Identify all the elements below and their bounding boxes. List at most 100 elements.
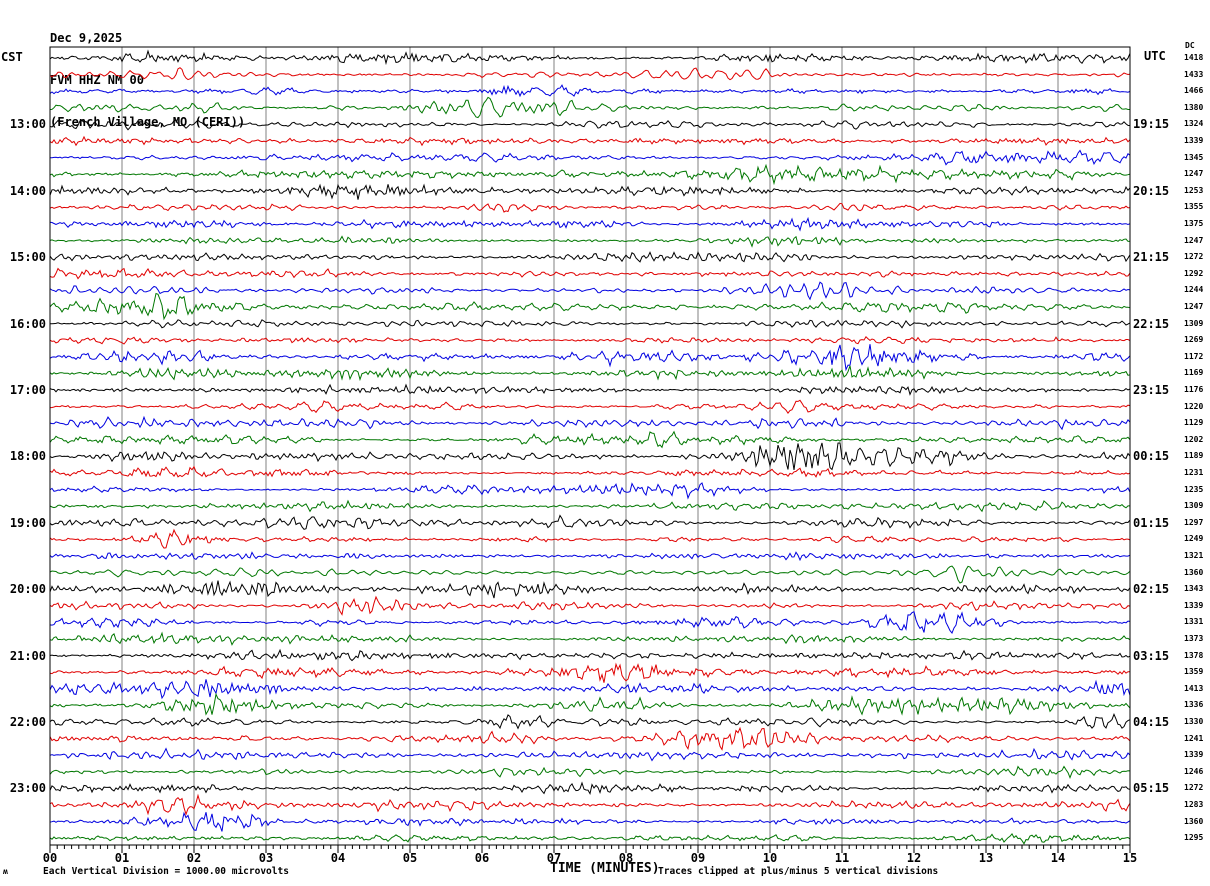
plot-border	[49, 46, 1131, 846]
x-tick-label: 13	[978, 851, 994, 865]
dc-offset-value: 1247	[1184, 169, 1204, 179]
seismo-trace	[49, 712, 1131, 730]
utc-hour-label: 00:15	[1133, 449, 1170, 464]
dc-offset-value: 1373	[1184, 634, 1204, 643]
dc-offset-value: 1331	[1184, 617, 1204, 627]
dc-offset-value: 1330	[1184, 717, 1204, 726]
seismo-trace	[49, 399, 1131, 414]
dc-offset-value: 1360	[1184, 816, 1204, 826]
dc-offset-value: 1129	[1184, 418, 1204, 428]
dc-offset-value: 1235	[1184, 484, 1204, 494]
utc-hour-label: 23:15	[1133, 383, 1170, 397]
utc-hour-label: 05:15	[1133, 781, 1170, 796]
x-tick-label: 01	[114, 851, 130, 865]
title-date: Dec 9,2025	[50, 31, 123, 45]
dc-offset-value: 1345	[1184, 152, 1204, 162]
seismo-trace	[49, 565, 1131, 584]
dc-offset-value: 1466	[1184, 86, 1204, 96]
x-tick-label: 05	[402, 851, 418, 865]
seismo-trace	[49, 679, 1131, 700]
seismo-trace	[49, 514, 1131, 530]
dc-offset-value: 1297	[1184, 517, 1204, 527]
seismo-trace	[49, 765, 1131, 779]
x-tick-label: 15	[1122, 851, 1138, 865]
dc-offset-value: 1378	[1184, 650, 1204, 660]
dc-offset-value: 1272	[1184, 783, 1204, 793]
dc-offset-value: 1247	[1184, 302, 1204, 311]
dc-offset-value: 1375	[1184, 219, 1204, 228]
seismo-trace	[49, 281, 1131, 301]
utc-hour-label: 19:15	[1133, 117, 1170, 132]
dc-offset-value: 1418	[1184, 53, 1204, 62]
dc-offset-value: 1413	[1184, 683, 1204, 693]
utc-hour-label: 21:15	[1133, 250, 1170, 265]
dc-offset-value: 1343	[1184, 584, 1204, 594]
dc-offset-value: 1359	[1184, 667, 1204, 677]
cst-hour-label: 13:00	[9, 117, 46, 132]
x-tick-label: 00	[42, 851, 58, 865]
seismo-trace	[49, 344, 1131, 372]
seismo-trace	[49, 202, 1131, 213]
scale-note: Each Vertical Division = 1000.00 microvo…	[43, 866, 289, 877]
dc-offset-value: 1433	[1184, 69, 1204, 79]
dc-offset-value: 1169	[1184, 368, 1204, 378]
dc-column-header: DC	[1185, 41, 1195, 50]
dc-offset-value: 1360	[1184, 567, 1204, 577]
x-tick-label: 04	[330, 851, 346, 865]
cst-hour-label: 20:00	[9, 582, 46, 597]
seismo-trace	[49, 235, 1131, 248]
cst-hour-label: 21:00	[9, 648, 46, 663]
dc-offset-value: 1272	[1184, 252, 1204, 262]
x-axis-title: TIME (MINUTES)	[550, 861, 660, 876]
dc-offset-value: 1249	[1184, 534, 1204, 544]
seismo-trace	[49, 292, 1131, 321]
x-tick-label: 03	[258, 851, 274, 865]
dc-offset-value: 1176	[1184, 385, 1204, 394]
utc-hour-label: 22:15	[1133, 316, 1170, 331]
dc-offset-value: 1309	[1184, 318, 1204, 328]
dc-offset-value: 1339	[1184, 136, 1204, 145]
seismo-trace	[49, 163, 1131, 186]
cst-hour-label: 23:00	[9, 781, 46, 796]
title-station: FVM HHZ NM 00	[50, 73, 144, 87]
cst-hour-label: 15:00	[9, 250, 46, 265]
seismo-trace	[49, 383, 1131, 396]
seismo-trace	[49, 662, 1131, 683]
dc-offset-value: 1220	[1184, 401, 1204, 411]
dc-offset-value: 1295	[1184, 833, 1204, 843]
right-timezone-header: UTC	[1144, 49, 1166, 63]
seismo-trace	[49, 96, 1130, 119]
clip-note: Traces clipped at plus/minus 5 vertical …	[658, 866, 939, 877]
seismo-trace	[50, 319, 1131, 329]
x-tick-label: 07	[546, 851, 562, 865]
seismo-trace	[49, 442, 1131, 471]
utc-hour-label: 04:15	[1133, 715, 1170, 729]
cst-hour-label: 14:00	[9, 183, 46, 198]
seismo-trace	[49, 365, 1131, 382]
x-tick-label: 11	[834, 851, 850, 865]
x-tick-label: 14	[1050, 851, 1066, 865]
seismo-trace	[49, 119, 1131, 131]
x-tick-label: 02	[186, 851, 202, 865]
seismo-trace	[49, 84, 1131, 98]
seismo-trace	[49, 692, 1131, 716]
dc-offset-value: 1244	[1184, 285, 1204, 295]
seismo-trace	[49, 811, 1131, 832]
seismo-trace	[49, 216, 1131, 232]
seismo-trace	[49, 415, 1131, 431]
seismo-trace	[49, 149, 1131, 166]
utc-hour-label: 03:15	[1133, 648, 1170, 663]
x-tick-label: 08	[618, 851, 634, 865]
x-tick-label: 12	[906, 851, 922, 865]
dc-offset-value: 1321	[1184, 551, 1204, 560]
dc-offset-value: 1231	[1184, 468, 1204, 477]
seismo-trace	[49, 747, 1131, 762]
seismo-trace	[49, 833, 1131, 845]
utc-hour-label: 01:15	[1133, 515, 1170, 530]
dc-offset-value: 1247	[1184, 235, 1204, 245]
seismo-trace	[49, 482, 1131, 500]
dc-offset-value: 1324	[1184, 119, 1204, 129]
seismo-trace	[49, 67, 1131, 81]
